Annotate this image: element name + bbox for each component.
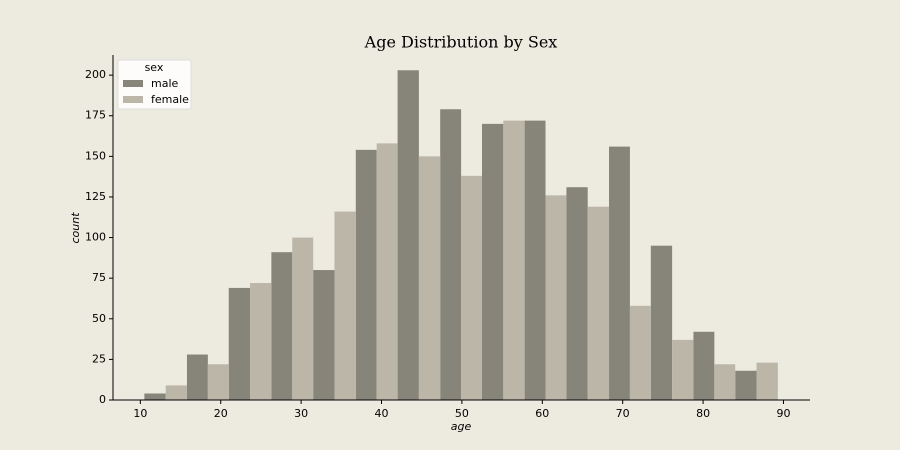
legend-swatch xyxy=(123,96,143,103)
x-tick-label: 80 xyxy=(696,407,710,420)
legend-label: male xyxy=(151,77,179,90)
bar xyxy=(313,270,335,400)
bar xyxy=(756,362,778,400)
bar xyxy=(566,187,588,400)
bar xyxy=(144,393,166,400)
bar xyxy=(355,149,377,400)
legend-title: sex xyxy=(145,61,164,74)
y-tick-label: 150 xyxy=(85,149,106,162)
x-tick-label: 60 xyxy=(535,407,549,420)
y-tick-label: 0 xyxy=(99,393,106,406)
bar xyxy=(418,156,441,400)
y-tick-label: 100 xyxy=(85,231,106,244)
bar xyxy=(461,175,482,400)
x-tick-label: 70 xyxy=(616,407,630,420)
x-tick-label: 40 xyxy=(375,407,389,420)
x-tick-label: 90 xyxy=(776,407,790,420)
bar xyxy=(693,331,715,400)
bar xyxy=(440,109,462,401)
bar xyxy=(397,70,419,400)
bar xyxy=(271,252,293,400)
bar xyxy=(503,120,525,401)
x-tick-label: 30 xyxy=(294,407,308,420)
x-tick-label: 50 xyxy=(455,407,469,420)
bar xyxy=(207,364,229,400)
bar xyxy=(250,283,272,400)
x-tick-label: 20 xyxy=(214,407,228,420)
bar xyxy=(334,211,356,400)
bar xyxy=(228,287,251,400)
bar xyxy=(186,354,208,400)
x-axis-label: age xyxy=(451,420,472,433)
y-tick-label: 75 xyxy=(92,271,106,284)
chart-title: Age Distribution by Sex xyxy=(364,33,558,52)
bar xyxy=(672,339,694,400)
y-tick-label: 25 xyxy=(92,352,106,365)
bar xyxy=(609,146,630,400)
bar xyxy=(524,120,546,401)
legend-label: female xyxy=(151,93,189,106)
y-tick-label: 125 xyxy=(85,190,106,203)
bar xyxy=(629,305,651,400)
bar xyxy=(376,143,398,401)
bar xyxy=(587,206,610,400)
y-tick-label: 175 xyxy=(85,109,106,122)
y-tick-label: 200 xyxy=(85,68,106,81)
bar xyxy=(482,123,504,400)
y-axis-label: count xyxy=(69,212,82,244)
bar xyxy=(545,195,567,400)
bar xyxy=(165,385,187,400)
bar xyxy=(292,237,314,400)
legend-swatch xyxy=(123,80,143,87)
y-tick-label: 50 xyxy=(92,312,106,325)
legend: sex male female xyxy=(117,59,192,110)
bar xyxy=(650,245,673,400)
x-tick-label: 10 xyxy=(133,407,147,420)
bar xyxy=(735,370,757,400)
bar xyxy=(714,364,736,400)
